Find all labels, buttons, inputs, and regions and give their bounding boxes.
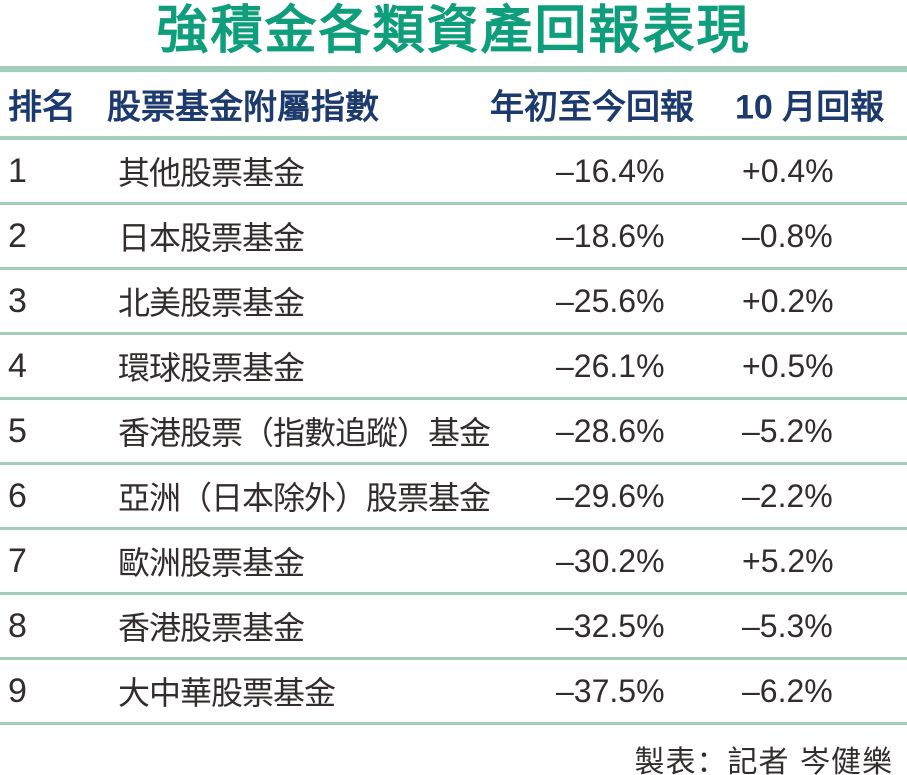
table-row: 8 香港股票基金 –32.5% –5.3%: [0, 595, 907, 657]
table-row: 7 歐洲股票基金 –30.2% +5.2%: [0, 530, 907, 592]
cell-oct-return: +5.2%: [742, 542, 834, 579]
header-index: 股票基金附屬指數: [107, 88, 379, 127]
cell-oct-return: +0.4%: [742, 152, 834, 189]
cell-index: 亞洲（日本除外）股票基金: [118, 480, 491, 516]
header-ytd-return: 年初至今回報: [490, 88, 694, 127]
row-divider: [0, 462, 907, 465]
row-divider: [0, 267, 907, 270]
cell-oct-return: –5.2%: [742, 412, 833, 449]
cell-rank: 6: [8, 476, 27, 515]
cell-oct-return: –2.2%: [742, 477, 833, 514]
cell-rank: 7: [8, 541, 27, 580]
cell-ytd-return: –28.6%: [556, 412, 665, 449]
table-row: 1 其他股票基金 –16.4% +0.4%: [0, 140, 907, 202]
header-divider: [0, 136, 907, 140]
cell-index: 環球股票基金: [118, 350, 305, 386]
row-divider: [0, 527, 907, 530]
table-body: 1 其他股票基金 –16.4% +0.4% 2 日本股票基金 –18.6% –0…: [0, 140, 907, 725]
row-divider: [0, 397, 907, 400]
cell-oct-return: –6.2%: [742, 672, 833, 709]
title-divider: [0, 66, 907, 72]
cell-index: 歐洲股票基金: [118, 545, 305, 581]
cell-oct-return: +0.2%: [742, 282, 834, 319]
row-divider: [0, 592, 907, 595]
cell-index: 其他股票基金: [118, 155, 305, 191]
cell-oct-return: –5.3%: [742, 607, 833, 644]
cell-index: 北美股票基金: [118, 285, 305, 321]
cell-ytd-return: –29.6%: [556, 477, 665, 514]
table-header: 排名 股票基金附屬指數 年初至今回報 10 月回報: [0, 72, 907, 136]
header-oct-return: 10 月回報: [735, 88, 885, 127]
cell-ytd-return: –32.5%: [556, 607, 665, 644]
cell-ytd-return: –18.6%: [556, 217, 665, 254]
cell-ytd-return: –26.1%: [556, 347, 665, 384]
cell-ytd-return: –25.6%: [556, 282, 665, 319]
cell-oct-return: +0.5%: [742, 347, 834, 384]
cell-oct-return: –0.8%: [742, 217, 833, 254]
cell-ytd-return: –37.5%: [556, 672, 665, 709]
table-row: 2 日本股票基金 –18.6% –0.8%: [0, 205, 907, 267]
row-divider: [0, 657, 907, 660]
page-title: 強積金各類資產回報表現: [156, 0, 751, 61]
cell-index: 日本股票基金: [118, 220, 305, 256]
cell-rank: 8: [8, 606, 27, 645]
row-divider: [0, 202, 907, 205]
credit-line: 製表：記者 岑健樂: [634, 745, 893, 775]
table-row: 4 環球股票基金 –26.1% +0.5%: [0, 335, 907, 397]
cell-rank: 3: [8, 281, 27, 320]
cell-rank: 5: [8, 411, 27, 450]
cell-rank: 1: [8, 151, 27, 190]
row-divider: [0, 332, 907, 335]
table-row: 3 北美股票基金 –25.6% +0.2%: [0, 270, 907, 332]
cell-index: 大中華股票基金: [118, 675, 336, 711]
cell-rank: 9: [8, 671, 27, 710]
table-row: 6 亞洲（日本除外）股票基金 –29.6% –2.2%: [0, 465, 907, 527]
cell-ytd-return: –16.4%: [556, 152, 665, 189]
header-rank: 排名: [8, 88, 76, 127]
table-bottom-divider: [0, 722, 907, 725]
table-row: 5 香港股票（指數追蹤）基金 –28.6% –5.2%: [0, 400, 907, 462]
cell-rank: 2: [8, 216, 27, 255]
cell-index: 香港股票（指數追蹤）基金: [118, 415, 491, 451]
cell-ytd-return: –30.2%: [556, 542, 665, 579]
cell-rank: 4: [8, 346, 27, 385]
cell-index: 香港股票基金: [118, 610, 305, 646]
table-row: 9 大中華股票基金 –37.5% –6.2%: [0, 660, 907, 722]
